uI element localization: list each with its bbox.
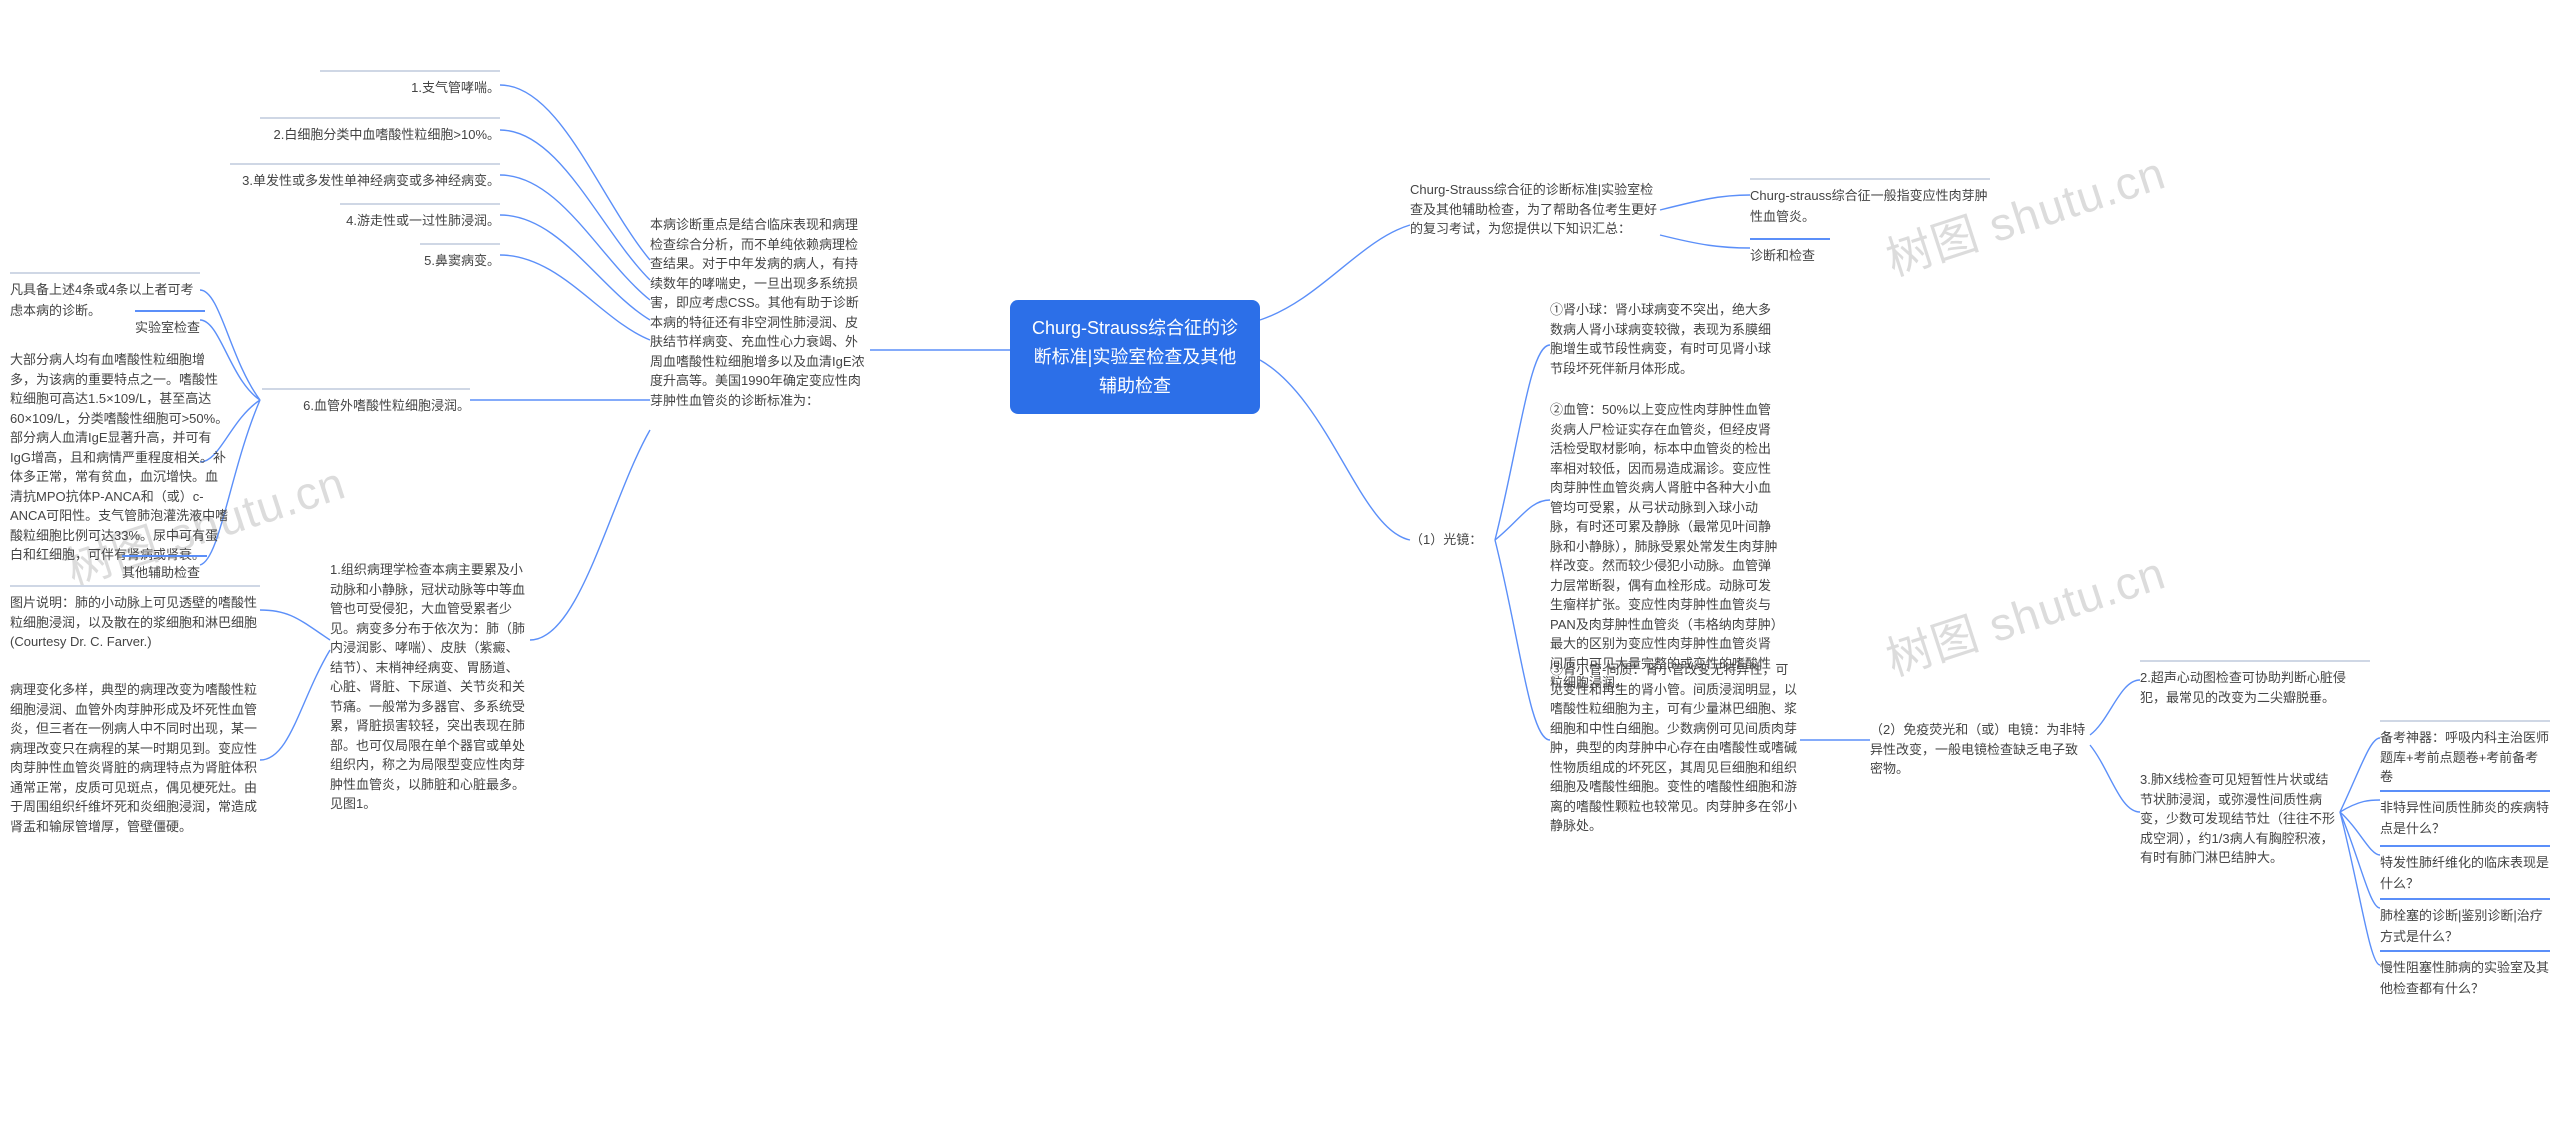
criteria-2: 2.白细胞分类中血嗜酸性粒细胞>10%。 — [260, 117, 500, 146]
path-change: 病理变化多样，典型的病理改变为嗜酸性粒细胞浸润、血管外肉芽肿形成及坏死性血管炎，… — [10, 680, 260, 836]
criteria-3: 3.单发性或多发性单神经病变或多神经病变。 — [230, 163, 500, 192]
summary-intro: Churg-Strauss综合征的诊断标准|实验室检查及其他辅助检查，为了帮助各… — [1410, 180, 1660, 239]
extra-4: 肺栓塞的诊断|鉴别诊断|治疗方式是什么？ — [2380, 898, 2550, 948]
watermark: 树图 shutu.cn — [1877, 537, 2173, 689]
light-p1: ①肾小球：肾小球病变不突出，绝大多数病人肾小球病变较微，表现为系膜细胞增生或节段… — [1550, 300, 1780, 378]
figure-caption: 图片说明：肺的小动脉上可见透壁的嗜酸性粒细胞浸润，以及散在的浆细胞和淋巴细胞(C… — [10, 585, 260, 652]
extra-2: 非特异性间质性肺炎的疾病特点是什么？ — [2380, 790, 2550, 840]
immune-point-1: 2.超声心动图检查可协助判断心脏侵犯，最常见的改变为二尖瓣脱垂。 — [2140, 660, 2370, 707]
criteria-5: 5.鼻窦病变。 — [420, 243, 500, 272]
summary-point-2: 诊断和检查 — [1750, 238, 1830, 267]
light-microscope-label: （1）光镜： — [1410, 530, 1500, 551]
criteria-4: 4.游走性或一过性肺浸润。 — [340, 203, 500, 232]
histopath-intro: 1.组织病理学检查本病主要累及小动脉和小静脉，冠状动脉等中等血管也可受侵犯，大血… — [330, 560, 530, 814]
extra-3: 特发性肺纤维化的临床表现是什么？ — [2380, 845, 2550, 895]
other-aux-label: 其他辅助检查 — [122, 555, 207, 584]
center-node: Churg-Strauss综合征的诊断标准|实验室检查及其他辅助检查 — [1010, 300, 1260, 414]
extra-5: 慢性阻塞性肺病的实验室及其他检查都有什么？ — [2380, 950, 2550, 1000]
lab-label: 实验室检查 — [135, 310, 205, 339]
immune-point-2: 3.肺X线检查可见短暂性片状或结节状肺浸润，或弥漫性间质性病变，少数可发现结节灶… — [2140, 770, 2340, 868]
criteria-intro: 本病诊断重点是结合临床表现和病理检查综合分析，而不单纯依赖病理检查结果。对于中年… — [650, 215, 870, 410]
extra-1: 备考神器：呼吸内科主治医师题库+考前点题卷+考前备考卷 — [2380, 720, 2550, 787]
light-p3: ③肾小管-间质：肾小管改变无特异性，可见变性和再生的肾小管。间质浸润明显，以嗜酸… — [1550, 660, 1800, 836]
criteria-1: 1.支气管哮喘。 — [320, 70, 500, 99]
summary-point-1: Churg-strauss综合征一般指变应性肉芽肿性血管炎。 — [1750, 178, 1990, 228]
lab-detail: 大部分病人均有血嗜酸性粒细胞增多，为该病的重要特点之一。嗜酸性粒细胞可高达1.5… — [10, 350, 230, 565]
light-p2: ②血管：50%以上变应性肉芽肿性血管炎病人尸检证实存在血管炎，但经皮肾活检受取材… — [1550, 400, 1780, 693]
immune-label: （2）免疫荧光和（或）电镜：为非特异性改变，一般电镜检查缺乏电子致密物。 — [1870, 720, 2090, 779]
criteria-6: 6.血管外嗜酸性粒细胞浸润。 — [262, 388, 470, 417]
